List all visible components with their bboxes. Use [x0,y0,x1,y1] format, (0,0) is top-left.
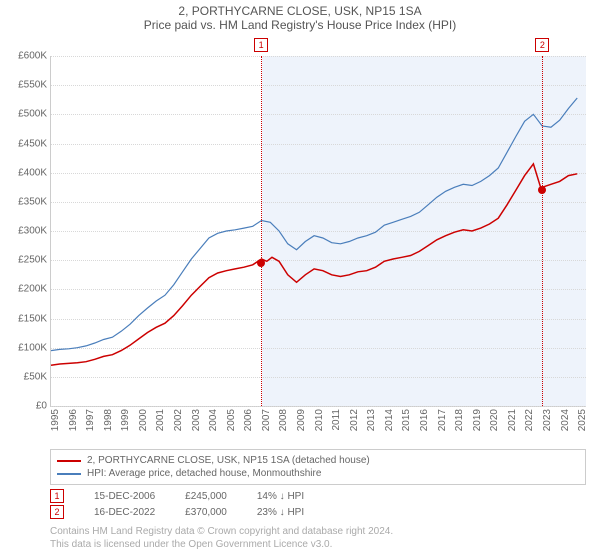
sale-date-1: 15-DEC-2006 [94,491,155,502]
legend-label-price-paid: 2, PORTHYCARNE CLOSE, USK, NP15 1SA (det… [87,455,370,466]
chart-subtitle: Price paid vs. HM Land Registry's House … [0,18,600,38]
sale-price-2: £370,000 [185,507,227,518]
legend-label-hpi: HPI: Average price, detached house, Monm… [87,468,321,479]
sale-row-1: 1 15-DEC-2006 £245,000 14% ↓ HPI [50,489,586,503]
legend-item-hpi: HPI: Average price, detached house, Monm… [57,467,579,480]
legend: 2, PORTHYCARNE CLOSE, USK, NP15 1SA (det… [50,449,586,485]
chart-svg [51,56,586,406]
chart-title: 2, PORTHYCARNE CLOSE, USK, NP15 1SA [0,0,600,18]
sale-diff-2: 23% ↓ HPI [257,507,304,518]
legend-swatch-hpi [57,473,81,475]
footer-line-2: This data is licensed under the Open Gov… [50,538,586,551]
sale-price-1: £245,000 [185,491,227,502]
footer: Contains HM Land Registry data © Crown c… [50,525,586,551]
chart-container: { "header": { "title": "2, PORTHYCARNE C… [0,0,600,560]
sale-marker-2: 2 [50,505,64,519]
sale-row-2: 2 16-DEC-2022 £370,000 23% ↓ HPI [50,505,586,519]
footer-line-1: Contains HM Land Registry data © Crown c… [50,525,586,538]
plot-area: £0£50K£100K£150K£200K£250K£300K£350K£400… [50,56,586,407]
sale-diff-1: 14% ↓ HPI [257,491,304,502]
x-axis: 1995199619971998199920002001200220032004… [50,407,586,443]
legend-item-price-paid: 2, PORTHYCARNE CLOSE, USK, NP15 1SA (det… [57,454,579,467]
legend-swatch-price-paid [57,460,81,462]
sale-date-2: 16-DEC-2022 [94,507,155,518]
sale-marker-1: 1 [50,489,64,503]
